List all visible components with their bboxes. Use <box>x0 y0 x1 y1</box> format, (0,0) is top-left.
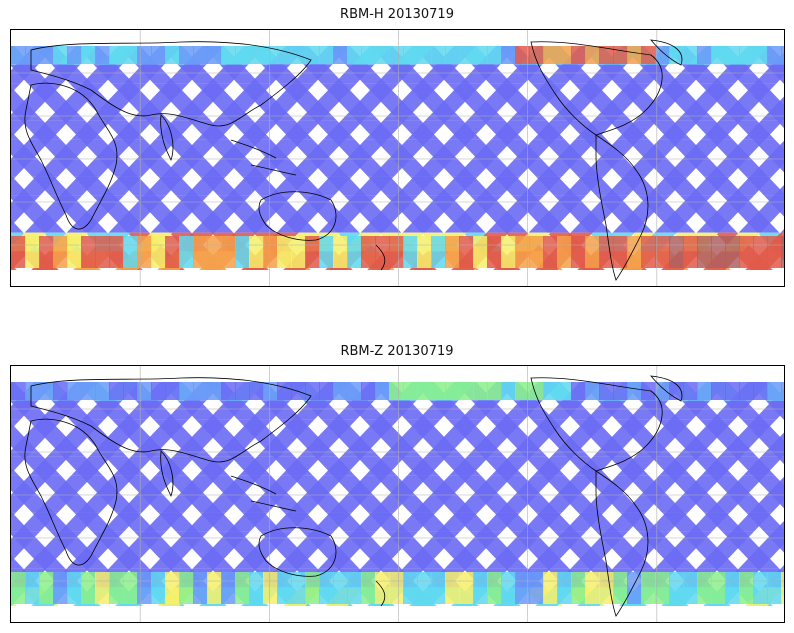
high-latitude-band-south <box>11 572 784 604</box>
map-rbm-h <box>10 29 785 287</box>
coastline-7 <box>595 470 649 617</box>
coastline-3 <box>230 475 297 512</box>
coastline-0 <box>24 418 118 566</box>
coastline-2 <box>160 450 174 498</box>
map-gridlines <box>11 30 784 286</box>
coastline-8 <box>650 375 683 402</box>
coastline-4 <box>258 527 337 577</box>
high-latitude-band-south <box>11 236 784 268</box>
map-canvas-rbm-h <box>11 30 784 286</box>
high-latitude-band-north <box>11 46 784 64</box>
coastlines <box>24 39 683 281</box>
coastline-5 <box>375 580 386 607</box>
coastline-1 <box>30 377 312 463</box>
coastline-5 <box>375 244 386 271</box>
coastline-4 <box>258 191 337 241</box>
coastline-2 <box>160 114 174 162</box>
map-canvas-rbm-z <box>11 366 784 622</box>
coastline-6 <box>530 41 663 136</box>
coastlines <box>24 375 683 617</box>
coastline-0 <box>24 82 118 230</box>
map-rbm-z <box>10 365 785 623</box>
coastline-1 <box>30 41 312 127</box>
coastline-7 <box>595 134 649 281</box>
coastline-8 <box>650 39 683 66</box>
panel-title-rbm-z: RBM-Z 20130719 <box>340 344 454 359</box>
panel-title-rbm-h: RBM-H 20130719 <box>340 7 454 22</box>
high-latitude-band-north <box>11 382 784 400</box>
coastline-6 <box>530 377 663 472</box>
coastline-3 <box>230 139 297 176</box>
